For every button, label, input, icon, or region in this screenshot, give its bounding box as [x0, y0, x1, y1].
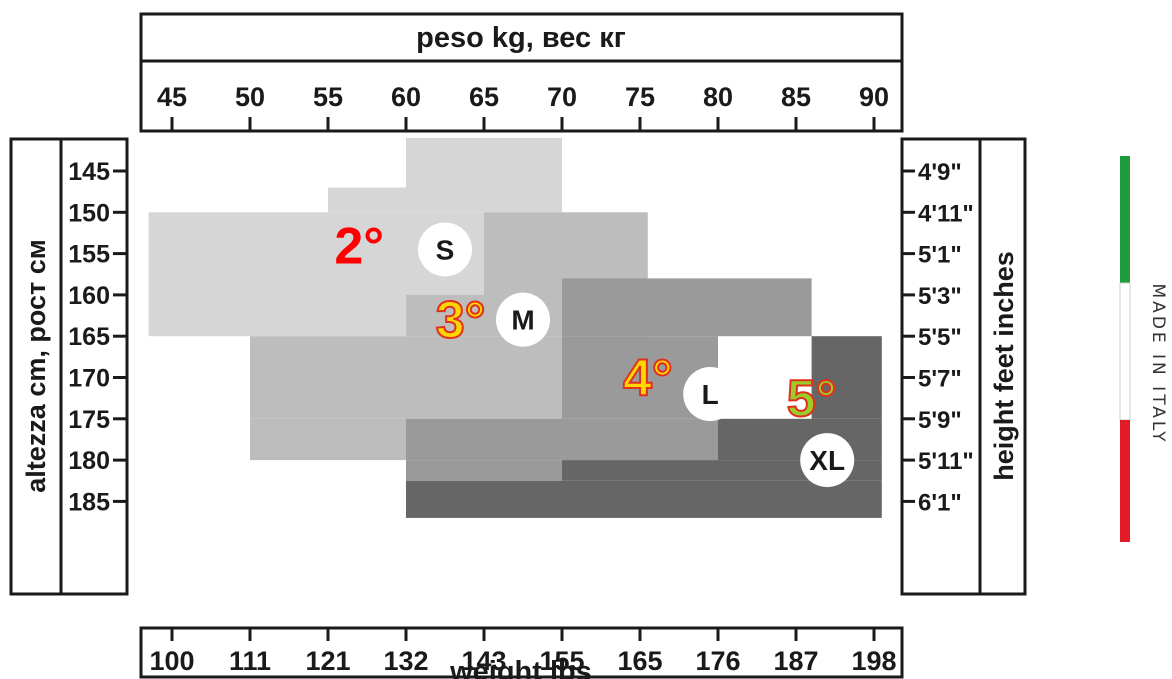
- right-axis: height feet inches 4'9" 4'11" 5'1" 5'3" 5'5"…: [900, 137, 1027, 596]
- left-tick-label: 175: [68, 406, 110, 434]
- right-axis-title-box: [978, 137, 1027, 596]
- top-tick-label: 75: [625, 82, 655, 112]
- right-tick-label: 4'11": [918, 200, 974, 227]
- size-label-l: L: [702, 379, 719, 410]
- right-tick-label: 5'5": [918, 324, 962, 351]
- right-axis-ticks: 4'9" 4'11" 5'1" 5'3" 5'5" 5'7" 5'9" 5'11" 6'1": [902, 159, 974, 516]
- right-tick-label: 5'1": [918, 242, 962, 269]
- left-axis-tick-box: [59, 137, 129, 596]
- made-in-italy: MADE IN ITALY: [1119, 156, 1168, 542]
- flag-red-stripe: [1120, 420, 1130, 542]
- top-tick-label: 85: [781, 82, 811, 112]
- right-tick-label: 5'7": [918, 366, 962, 393]
- bottom-axis-title: weight lbs: [449, 656, 592, 679]
- left-tick-label: 185: [68, 488, 110, 516]
- left-tick-label: 170: [68, 365, 110, 393]
- size-badge-l: [683, 367, 738, 422]
- right-tick-label: 4'9": [918, 159, 962, 186]
- size-badge-xl: [800, 433, 855, 488]
- left-tick-label: 150: [68, 199, 110, 227]
- flag-green-stripe: [1120, 156, 1130, 283]
- bottom-tick-label: 176: [695, 646, 740, 676]
- bottom-tick-label: 198: [851, 646, 896, 676]
- size-badge-s: [418, 222, 472, 277]
- top-tick-label: 55: [313, 82, 343, 112]
- left-tick-label: 160: [68, 282, 110, 310]
- size-region-xl: [406, 480, 882, 518]
- right-tick-label: 5'3": [918, 283, 962, 310]
- size-region-xl: [718, 418, 882, 461]
- top-axis-title-box: [139, 12, 904, 63]
- right-tick-label: 5'9": [918, 407, 962, 434]
- left-tick-label: 155: [68, 241, 110, 269]
- right-axis-title: height feet inches: [989, 251, 1019, 481]
- top-axis: peso kg, вес кг 45 50 55 60 65 70 75 80 85 90: [139, 12, 904, 133]
- bottom-tick-label: 121: [305, 646, 350, 676]
- size-region-m: [250, 336, 562, 419]
- left-axis-title-box: [9, 137, 63, 596]
- left-axis-title: altezza cm, рост см: [21, 239, 51, 492]
- top-axis-tick-box: [139, 59, 904, 133]
- top-axis-ticks: 45 50 55 60 65 70 75 80 85 90: [157, 82, 889, 131]
- bottom-tick-label: 165: [617, 646, 662, 676]
- bottom-tick-label: 155: [539, 646, 584, 676]
- bottom-axis-frame: [139, 626, 904, 679]
- top-tick-label: 65: [469, 82, 499, 112]
- compression-label-m: 3°: [436, 292, 486, 350]
- compression-label-s: 2°: [334, 217, 384, 275]
- compression-label-xl: 5°: [787, 370, 837, 428]
- size-region-l: [562, 278, 812, 337]
- size-labels: S 2° M 3° L 4° XL 5°: [334, 217, 855, 488]
- size-region-l: [406, 460, 562, 481]
- size-badge-m: [496, 292, 550, 347]
- bottom-tick-label: 111: [229, 646, 271, 676]
- top-tick-label: 90: [859, 82, 889, 112]
- size-region-s: [328, 187, 562, 213]
- top-tick-label: 50: [235, 82, 265, 112]
- top-tick-label: 45: [157, 82, 187, 112]
- size-region-l: [406, 418, 718, 461]
- compression-label-l: 4°: [623, 350, 673, 408]
- size-label-s: S: [436, 234, 455, 265]
- size-label-xl: XL: [809, 445, 845, 476]
- size-label-m: M: [511, 305, 534, 336]
- top-axis-title: peso kg, вес кг: [416, 22, 626, 54]
- top-tick-label: 70: [547, 82, 577, 112]
- right-tick-label: 5'11": [918, 448, 974, 475]
- size-region-s: [406, 137, 562, 188]
- left-axis-ticks: 145 150 155 160 165 170 175 180 185: [68, 158, 127, 516]
- right-axis-tick-box: [900, 137, 982, 596]
- bottom-tick-label: 100: [149, 646, 194, 676]
- flag-white-stripe: [1119, 282, 1131, 421]
- left-axis: altezza cm, рост см 145 150 155 160 165 170 17…: [9, 137, 129, 596]
- bottom-tick-label: 187: [773, 646, 818, 676]
- bottom-tick-label: 143: [461, 646, 506, 676]
- top-tick-label: 80: [703, 82, 733, 112]
- size-region-m: [250, 418, 406, 461]
- left-tick-label: 165: [68, 323, 110, 351]
- left-tick-label: 145: [68, 158, 110, 186]
- left-tick-label: 180: [68, 447, 110, 475]
- top-tick-label: 60: [391, 82, 421, 112]
- made-in-italy-text: MADE IN ITALY: [1148, 284, 1168, 445]
- bottom-axis: weight lbs 100 111 121 132 143 155 165 176 187 19…: [139, 626, 904, 679]
- size-region-xl: [811, 336, 882, 419]
- right-tick-label: 6'1": [918, 489, 962, 516]
- bottom-axis-ticks: 100 111 121 132 143 155 165 176 187 198: [149, 628, 897, 676]
- bottom-tick-label: 132: [383, 646, 428, 676]
